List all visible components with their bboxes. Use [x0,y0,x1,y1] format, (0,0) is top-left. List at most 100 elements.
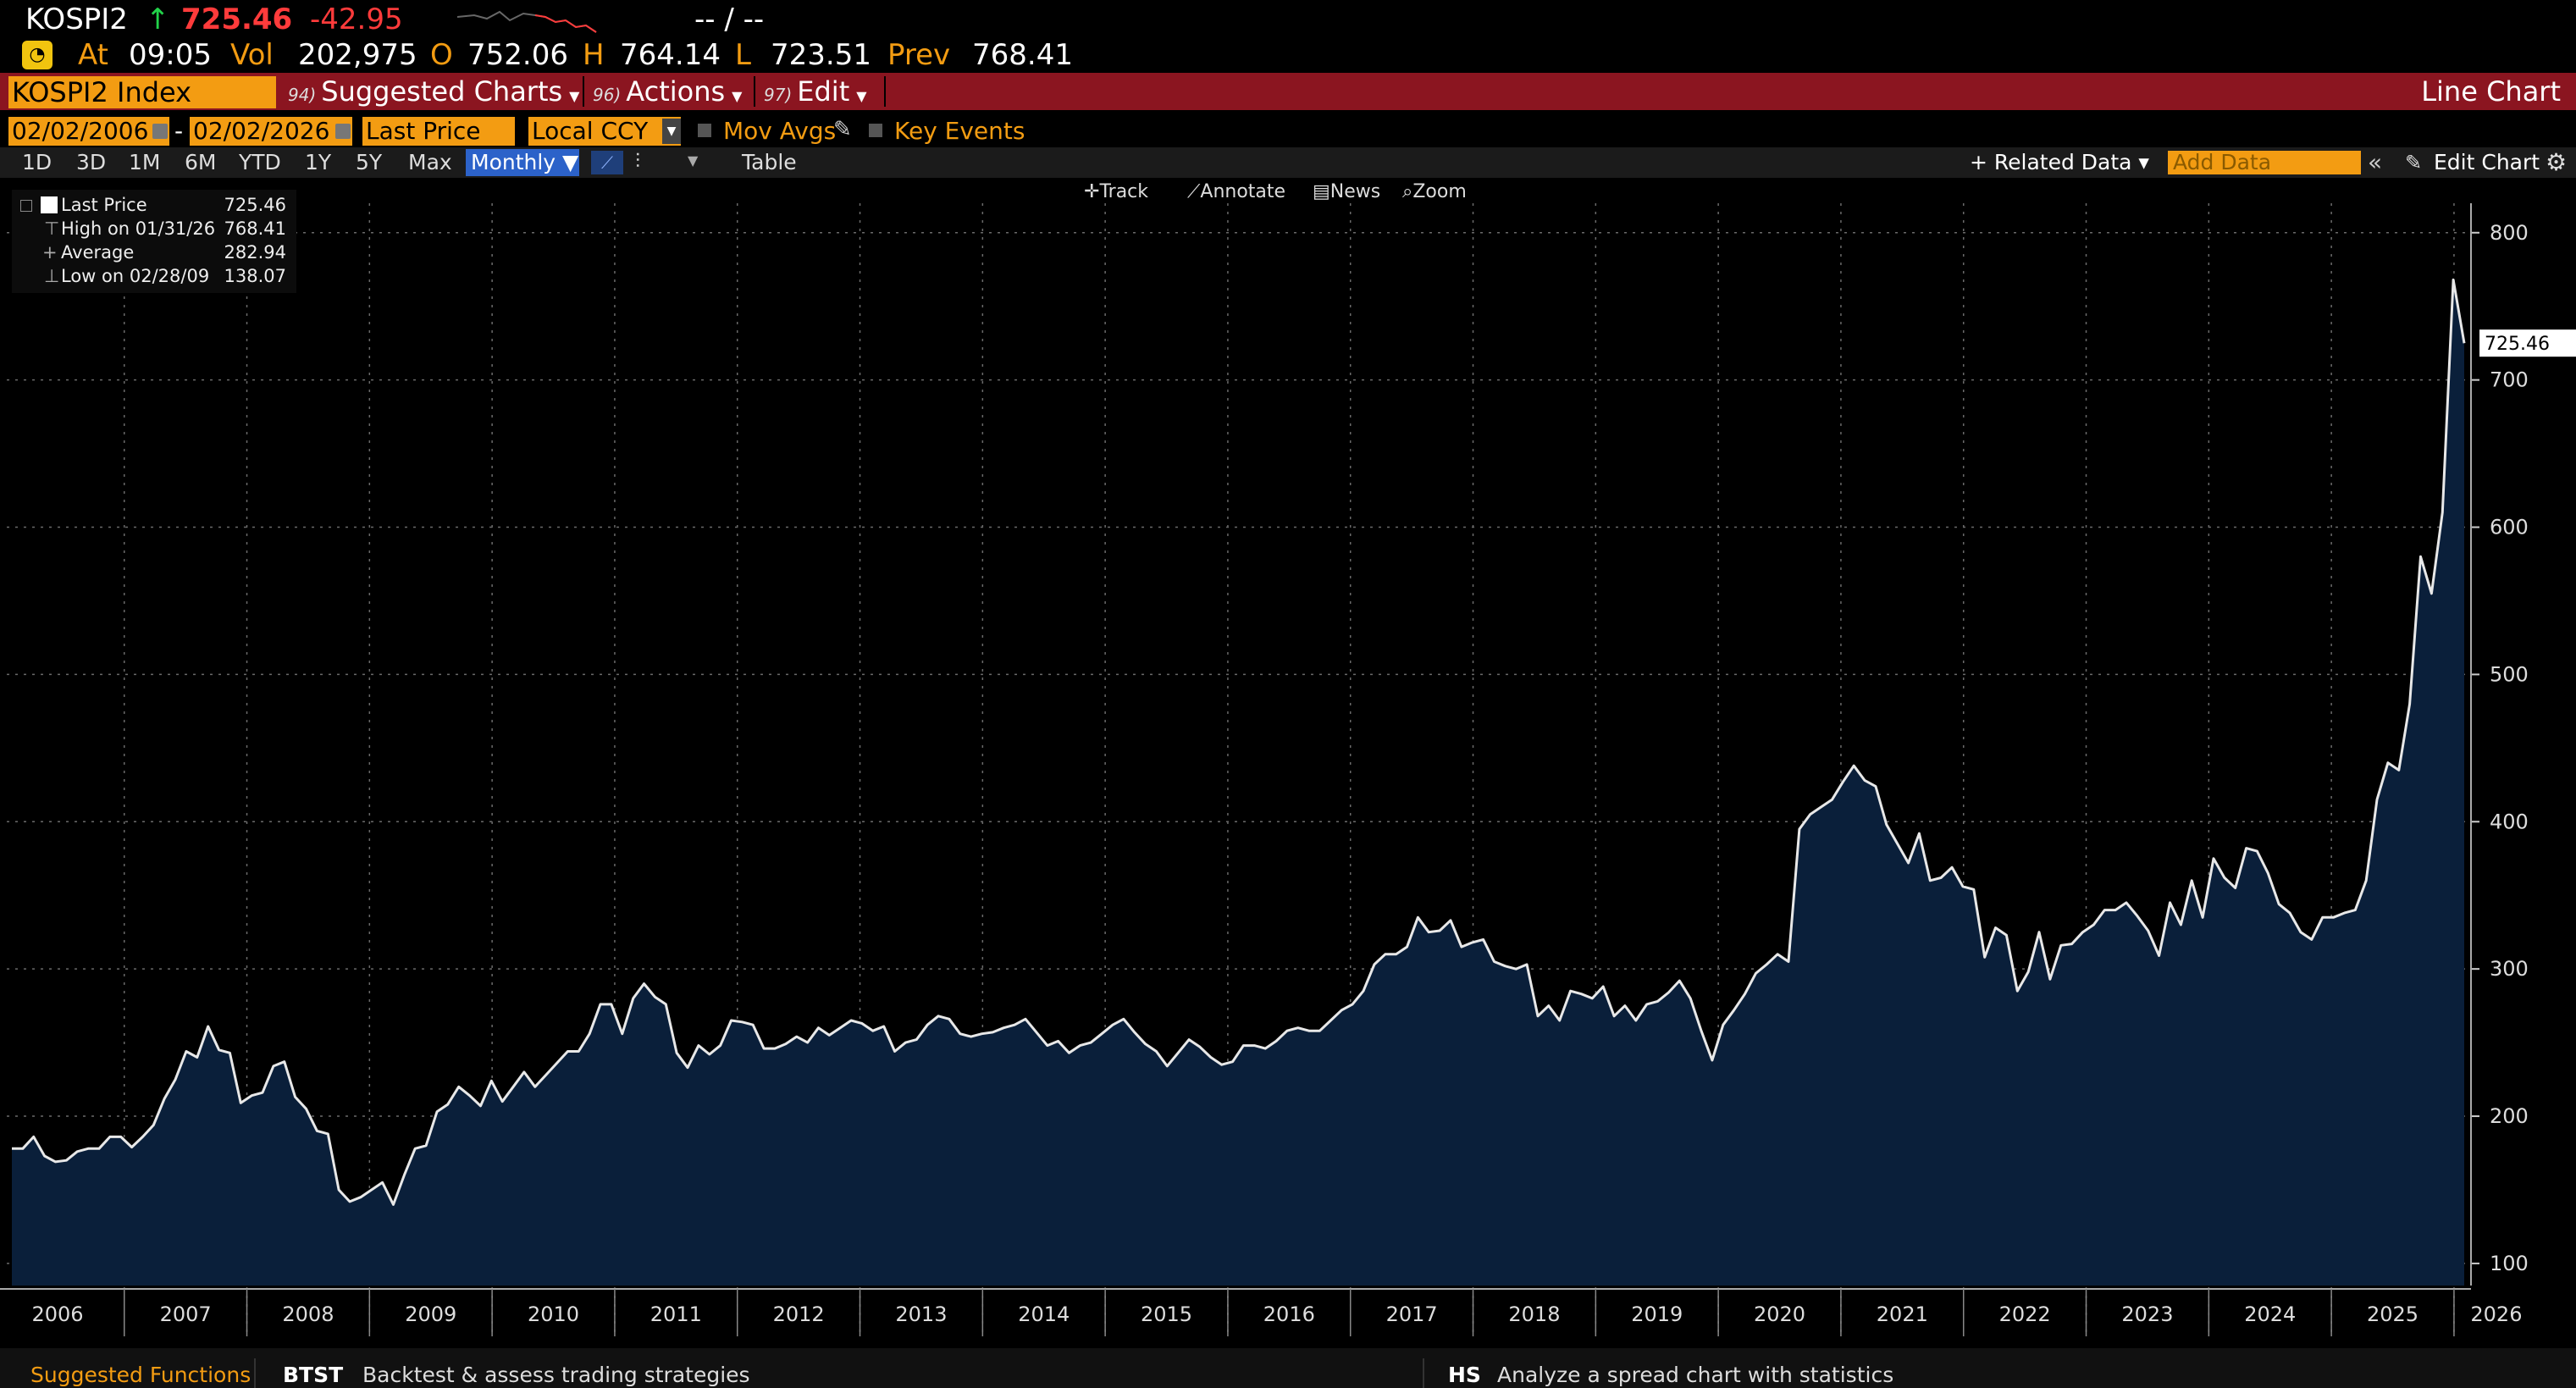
footer-divider [254,1358,256,1388]
legend-label: Average [61,242,135,263]
edit-chart-button[interactable]: Edit Chart [2434,150,2540,174]
menu-label: Actions [626,75,726,108]
y-tick-label: 300 [2490,957,2529,981]
y-tick-label: 500 [2490,662,2529,686]
x-tick-label: 2007 [160,1302,212,1326]
news-label: News [1329,181,1381,202]
legend-value: 282.94 [224,242,286,263]
x-tick-label: 2019 [1631,1302,1683,1326]
track-label: Track [1099,181,1149,202]
chart-type-dropdown-icon[interactable]: ▼ [688,152,699,169]
open-label: O [430,38,453,72]
news-tool[interactable]: ▤ News [1313,178,1380,207]
key-events-label: Key Events [894,117,1025,145]
x-tick-label: 2024 [2244,1302,2296,1326]
legend-row-last-price[interactable]: Last Price 725.46 [12,193,296,217]
range-6m-button[interactable]: 6M [185,150,217,174]
menu-number: 97) [764,85,793,105]
table-button[interactable]: Table [742,150,797,174]
mov-avgs-checkbox[interactable] [698,124,711,137]
function-code-btst[interactable]: BTST [283,1363,344,1387]
suggested-charts-menu[interactable]: 94) Suggested Charts ▼ [288,73,579,110]
range-1m-button[interactable]: 1M [129,150,161,174]
start-date-input[interactable]: 02/02/2006 [8,117,169,146]
calendar-icon[interactable] [152,124,168,139]
high-marker-icon: ⊤ [44,218,60,239]
zoom-tool[interactable]: ⌕ Zoom [1402,178,1467,207]
calendar-icon[interactable] [335,124,351,139]
function-desc-btst[interactable]: Backtest & assess trading strategies [362,1363,750,1387]
function-desc-hs[interactable]: Analyze a spread chart with statistics [1497,1363,1894,1387]
menu-label: Suggested Charts [321,75,563,108]
x-tick-label: 2010 [528,1302,579,1326]
gear-icon[interactable]: ⚙ [2546,148,2568,176]
menu-divider [583,76,584,107]
x-tick-label: 2006 [31,1302,83,1326]
volume-value: 202,975 [298,38,417,72]
y-tick-label: 700 [2490,368,2529,392]
currency-selector[interactable]: Local CCY [528,117,681,146]
add-data-input[interactable]: Add Data [2168,151,2361,174]
menu-label: Edit [797,75,850,108]
price-area [12,279,2464,1286]
open-value: 752.06 [467,38,568,72]
mov-avgs-label: Mov Avgs [723,117,837,145]
prev-label: Prev [887,38,951,72]
low-label: L [735,38,751,72]
key-events-checkbox[interactable] [869,124,882,137]
up-arrow-icon: ↑ [146,3,170,36]
actions-menu[interactable]: 96) Actions ▼ [593,73,742,110]
track-tool[interactable]: ✛ Track [1084,178,1148,207]
y-axis: 100 200 300 400 500 600 700 800 [2470,203,2529,1286]
bar-chart-icon[interactable]: ⫶ [635,149,640,173]
high-label: H [583,38,605,72]
add-data-placeholder: Add Data [2173,150,2272,174]
field-selector[interactable]: Last Price [362,117,515,146]
function-code-hs[interactable]: HS [1448,1363,1481,1387]
x-tick-label: 2011 [650,1302,702,1326]
menu-divider [884,76,886,107]
net-change: -42.95 [310,3,403,36]
collapse-box-icon[interactable] [20,200,32,212]
last-price-tag [2479,329,2576,357]
low-marker-icon: ⊥ [44,266,60,286]
menu-number: 96) [593,85,622,105]
chart-type-label: Line Chart [2421,75,2561,108]
range-1y-button[interactable]: 1Y [305,150,332,174]
collapse-icon[interactable]: « [2368,148,2383,176]
chart-legend: Last Price 725.46 ⊤ High on 01/31/26 768… [12,190,296,293]
end-date-input[interactable]: 02/02/2026 [190,117,352,146]
function-menubar: KOSPI2 Index 94) Suggested Charts ▼ 96) Act… [0,73,2576,110]
security-ticker-field[interactable]: KOSPI2 Index [8,76,276,108]
bid-ask: -- / -- [694,3,765,36]
prev-value: 768.41 [972,38,1073,72]
pencil-icon[interactable]: ✎ [833,117,852,142]
related-data-button[interactable]: + Related Data ▾ [1970,150,2149,174]
annotate-tool[interactable]: ⟋ Annotate [1187,178,1285,207]
edit-menu[interactable]: 97) Edit ▼ [764,73,867,110]
quote-details: ◔ At 09:05 Vol 202,975 O 752.06 H 764.14… [0,37,2576,75]
range-5y-button[interactable]: 5Y [356,150,383,174]
average-marker-icon: + [42,242,58,263]
chart-controls: 02/02/2006 - 02/02/2026 Last Price Local… [0,115,2576,147]
range-1d-button[interactable]: 1D [22,150,53,174]
line-chart-icon[interactable]: ⟋ [591,151,623,174]
range-max-button[interactable]: Max [408,150,452,174]
dropdown-arrow-icon[interactable]: ▼ [662,119,681,144]
range-ytd-button[interactable]: YTD [239,150,281,174]
legend-row-average: + Average 282.94 [12,241,296,264]
sparkline-icon [457,10,597,33]
menu-divider [754,76,755,107]
high-value: 764.14 [620,38,721,72]
suggested-functions-label: Suggested Functions [30,1363,252,1387]
x-tick-label: 2025 [2367,1302,2418,1326]
legend-row-high: ⊤ High on 01/31/26 768.41 [12,217,296,241]
range-3d-button[interactable]: 3D [76,150,107,174]
x-tick-label: 2023 [2121,1302,2173,1326]
x-tick-label: 2013 [895,1302,947,1326]
realtime-gauge-icon[interactable]: ◔ [22,41,53,69]
price-line [12,278,2466,1206]
frequency-selector[interactable]: Monthly ▼ [466,149,579,176]
range-toolbar: 1D 3D 1M 6M YTD 1Y 5Y Max Monthly ▼ ⟋ ⫶ … [0,147,2576,178]
